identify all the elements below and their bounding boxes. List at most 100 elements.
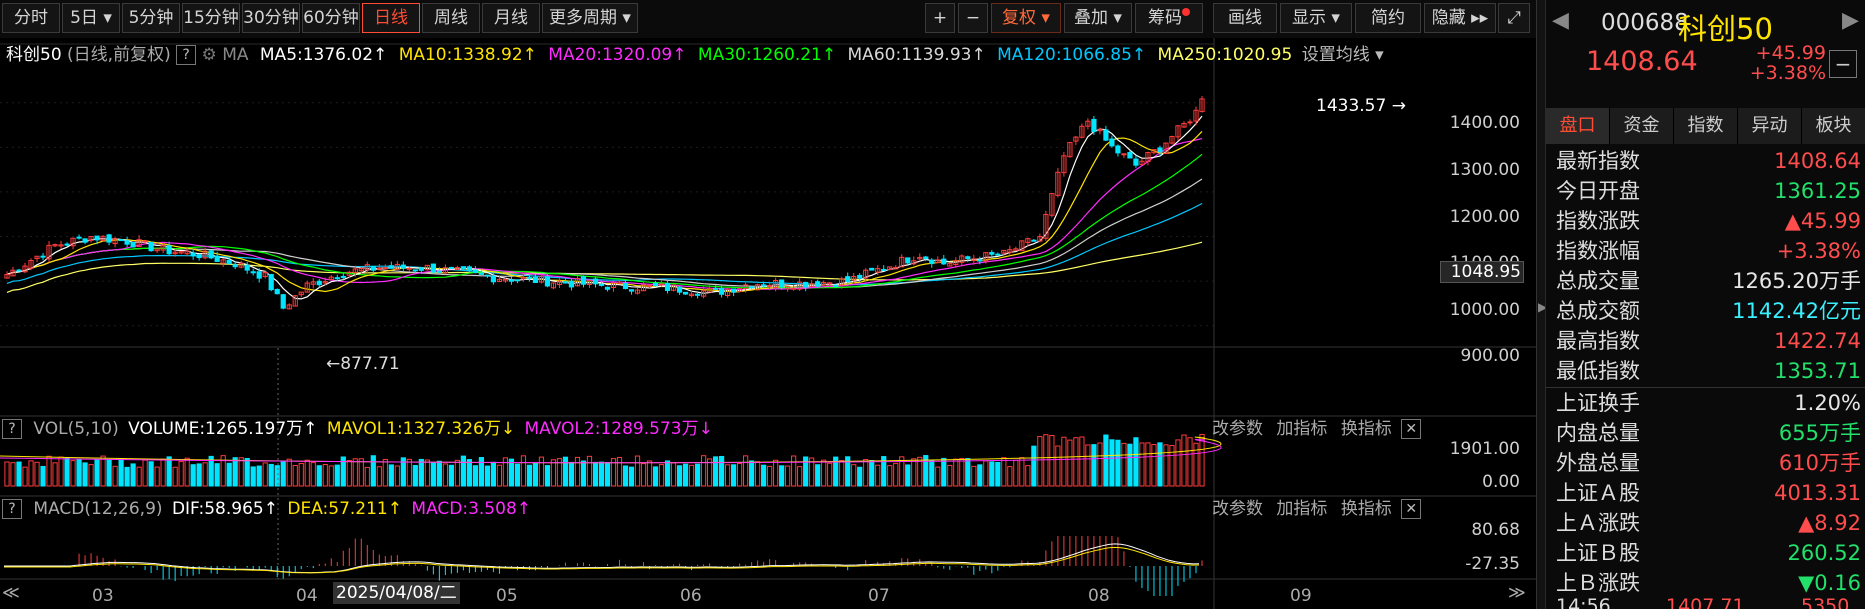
vol-add-indicator-button[interactable]: 加指标: [1276, 419, 1328, 439]
zoom-out-button[interactable]: −: [958, 3, 988, 33]
candle-body: [184, 250, 190, 255]
volume-bar: [148, 461, 154, 487]
prev-stock-icon[interactable]: ◀: [1552, 8, 1569, 33]
candle-body: [1121, 153, 1127, 156]
volume-bar: [208, 455, 214, 487]
vol-help-icon[interactable]: ?: [2, 419, 22, 439]
candle-body: [124, 240, 130, 245]
macd-help-icon[interactable]: ?: [2, 499, 22, 519]
fuquan-button[interactable]: 复权 ▾: [991, 3, 1061, 33]
candle-body: [712, 287, 719, 290]
tab-zijin[interactable]: 资金: [1610, 108, 1674, 144]
quote-key: 最低指数: [1556, 359, 1640, 383]
volume-bar: [941, 457, 947, 487]
period-daily[interactable]: 日线: [362, 3, 420, 33]
simple-button[interactable]: 简约: [1355, 3, 1421, 33]
volume-bar: [634, 455, 641, 487]
gear-icon[interactable]: ⚙: [201, 45, 217, 65]
vol-edit-params-button[interactable]: 改参数: [1212, 419, 1263, 439]
candle-body: [394, 263, 400, 270]
volume-bar: [1001, 457, 1007, 487]
volume-bar: [550, 459, 557, 487]
tab-pankou[interactable]: 盘口: [1546, 108, 1610, 144]
volume-bar: [815, 464, 821, 487]
candle-body: [1025, 238, 1031, 243]
macd-close-icon[interactable]: ✕: [1401, 499, 1422, 519]
volume-bar: [88, 464, 94, 487]
candle-body: [358, 268, 364, 272]
help-icon[interactable]: ?: [176, 45, 197, 65]
period-60min[interactable]: 60分钟: [302, 3, 360, 33]
volume-bar: [466, 459, 472, 487]
quote-value: ▲8.92: [1798, 511, 1861, 535]
tab-zhishu[interactable]: 指数: [1674, 108, 1738, 144]
macd-add-indicator-button[interactable]: 加指标: [1276, 499, 1328, 519]
period-5min[interactable]: 5分钟: [122, 3, 180, 33]
volume-bar: [1181, 434, 1187, 487]
period-monthly[interactable]: 月线: [482, 3, 540, 33]
candle-body: [1049, 193, 1055, 216]
volume-bar: [989, 461, 995, 487]
volume-bar: [34, 461, 40, 487]
volume-bar: [809, 457, 815, 487]
volume-bar: [767, 465, 773, 487]
vol-switch-indicator-button[interactable]: 换指标: [1340, 419, 1392, 439]
kline-chart[interactable]: [0, 38, 1536, 609]
period-30min[interactable]: 30分钟: [242, 3, 300, 33]
candle-body: [779, 279, 785, 288]
candle-body: [10, 269, 16, 277]
y-tick-1400: 1400.00: [1449, 113, 1520, 133]
macd-switch-indicator-button[interactable]: 换指标: [1340, 499, 1392, 519]
tick-price: 1407.71: [1666, 595, 1745, 609]
macd-edit-params-button[interactable]: 改参数: [1212, 499, 1263, 519]
tab-bankuai[interactable]: 板块: [1802, 108, 1865, 144]
candle-body: [256, 271, 262, 279]
add-watchlist-button[interactable]: −: [1829, 50, 1857, 78]
panel-percent: +3.38%: [1749, 62, 1826, 84]
volume-bar: [610, 458, 617, 487]
display-button[interactable]: 显示 ▾: [1280, 3, 1352, 33]
candle-body: [1103, 129, 1109, 141]
zoom-in-button[interactable]: +: [925, 3, 955, 33]
scroll-left-icon[interactable]: ≪: [2, 583, 20, 603]
candle-body: [1061, 155, 1067, 174]
volume-bar: [262, 462, 268, 487]
panel-collapse-handle[interactable]: ▶: [1536, 0, 1547, 609]
vol-close-icon[interactable]: ✕: [1401, 419, 1422, 439]
candle-body: [418, 267, 424, 271]
chip-button[interactable]: 筹码: [1135, 3, 1203, 33]
volume-bar: [136, 466, 142, 487]
draw-line-button[interactable]: 画线: [1213, 3, 1277, 33]
scroll-right-icon[interactable]: ≫: [1508, 583, 1526, 603]
candle-body: [785, 286, 791, 290]
period-5day[interactable]: 5日 ▾: [62, 3, 120, 33]
candle-body: [40, 255, 46, 258]
next-stock-icon[interactable]: ▶: [1842, 8, 1859, 33]
period-15min[interactable]: 15分钟: [182, 3, 240, 33]
quote-row: 上证换手 1.20%: [1556, 388, 1861, 418]
period-weekly[interactable]: 周线: [422, 3, 480, 33]
candle-body: [664, 282, 671, 291]
candle-body: [1157, 147, 1163, 153]
vol-legend: ? VOL(5,10) VOLUME:1265.197万↑ MAVOL1:132…: [2, 418, 713, 440]
period-fenshi[interactable]: 分时: [2, 3, 60, 33]
quote-key: 外盘总量: [1556, 451, 1640, 475]
more-periods-button[interactable]: 更多周期 ▾: [542, 3, 638, 33]
volume-bar: [1061, 436, 1067, 487]
candle-body: [610, 282, 617, 289]
candle-body: [196, 254, 202, 259]
tab-yidong[interactable]: 异动: [1738, 108, 1802, 144]
volume-bar: [869, 460, 875, 487]
quote-key: 上Ａ涨跌: [1556, 511, 1640, 535]
ma-settings-button[interactable]: 设置均线 ▾: [1301, 45, 1384, 65]
expand-icon[interactable]: ⤢: [1498, 3, 1530, 33]
quote-panel: ◀ 000688 科创50 ▶ 1408.64 +45.99 +3.38% − …: [1545, 0, 1865, 609]
volume-bar: [196, 463, 202, 487]
volume-bar: [274, 465, 280, 487]
overlay-button[interactable]: 叠加 ▾: [1064, 3, 1132, 33]
volume-bar: [929, 459, 935, 487]
hide-button[interactable]: 隐藏 ▸▸: [1424, 3, 1496, 33]
candle-body: [1031, 239, 1037, 242]
candle-body: [28, 259, 34, 269]
candle-body: [580, 276, 587, 285]
